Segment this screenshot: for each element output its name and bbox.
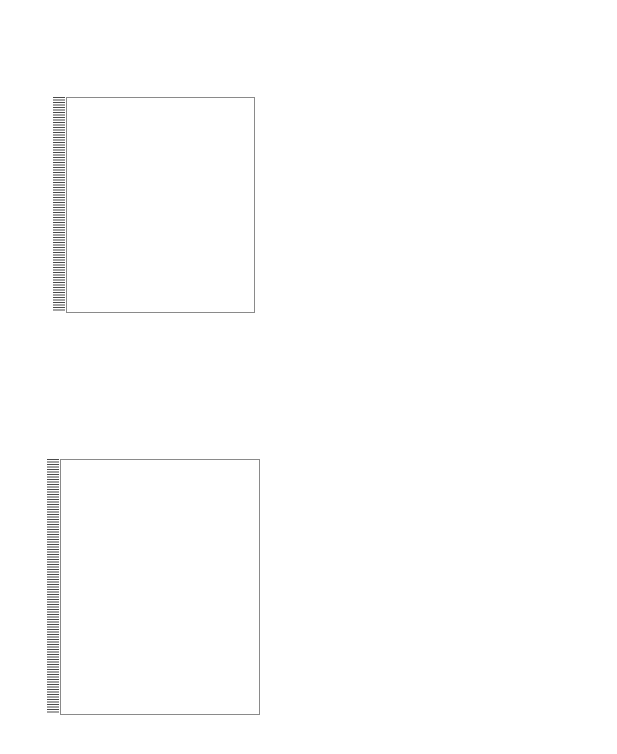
legend-item [26, 727, 37, 735]
gsea-pathway-title [274, 160, 380, 180]
gsea-pathway-title [502, 392, 608, 412]
legend-item [26, 739, 37, 747]
gsea-pathway-title [274, 392, 380, 412]
gsea-enrichment-plot [502, 412, 608, 500]
colorbar [216, 329, 280, 338]
cluster1-swatch [136, 328, 144, 336]
gsea-pathway-title [502, 516, 608, 536]
gsea-pathway-title [388, 516, 494, 536]
expression-heatmap-gu1 [66, 97, 255, 313]
row-dendrogram [24, 459, 46, 713]
legend-item [124, 739, 135, 747]
gsea-enrichment-plot [388, 536, 494, 624]
dn-swatch [26, 739, 34, 747]
epcam-psma-swatch [26, 727, 34, 735]
gsea-enrichment-plot [274, 180, 380, 268]
gsea-enrichment-plot [274, 52, 380, 140]
column-dendrogram [66, 24, 253, 76]
boxplot [316, 652, 472, 752]
gsea-enrichment-plot [502, 180, 608, 268]
gsea-pathway-title [502, 32, 608, 52]
gsea-pathway-title [274, 516, 380, 536]
gsea-enrichment-plot [274, 412, 380, 500]
epcam-psma-swatch [30, 328, 38, 336]
legend-item [124, 727, 135, 735]
gsea-pathway-title [502, 160, 608, 180]
gsea-enrichment-plot [502, 52, 608, 140]
type-annotation-row [66, 76, 253, 85]
gsea-pathway-title [388, 32, 494, 52]
gsea-pathway-title [388, 160, 494, 180]
expression-heatmap-gu2 [60, 459, 260, 715]
colorbar [206, 728, 270, 737]
gene-labels [47, 459, 59, 713]
legend-item [30, 340, 41, 348]
cluster-annotation-row [60, 448, 258, 457]
cluster2-swatch [136, 340, 144, 348]
boxplot [330, 289, 500, 389]
gsea-enrichment-plot [388, 412, 494, 500]
gsea-pathway-title [274, 32, 380, 52]
cluster1-swatch [124, 727, 132, 735]
row-dendrogram [30, 97, 52, 311]
gsea-enrichment-plot [274, 536, 380, 624]
dn-swatch [30, 340, 38, 348]
gsea-enrichment-plot [502, 536, 608, 624]
legend-item [136, 328, 147, 336]
gsea-enrichment-plot [388, 52, 494, 140]
cluster-annotation-row [66, 86, 253, 95]
gsea-enrichment-plot [388, 180, 494, 268]
legend-item [136, 340, 147, 348]
type-annotation-row [60, 438, 258, 447]
legend-item [30, 328, 41, 336]
cluster2-swatch [124, 739, 132, 747]
gene-labels [53, 97, 65, 311]
gsea-pathway-title [388, 392, 494, 412]
boxplot [478, 652, 610, 752]
column-dendrogram [60, 386, 258, 436]
